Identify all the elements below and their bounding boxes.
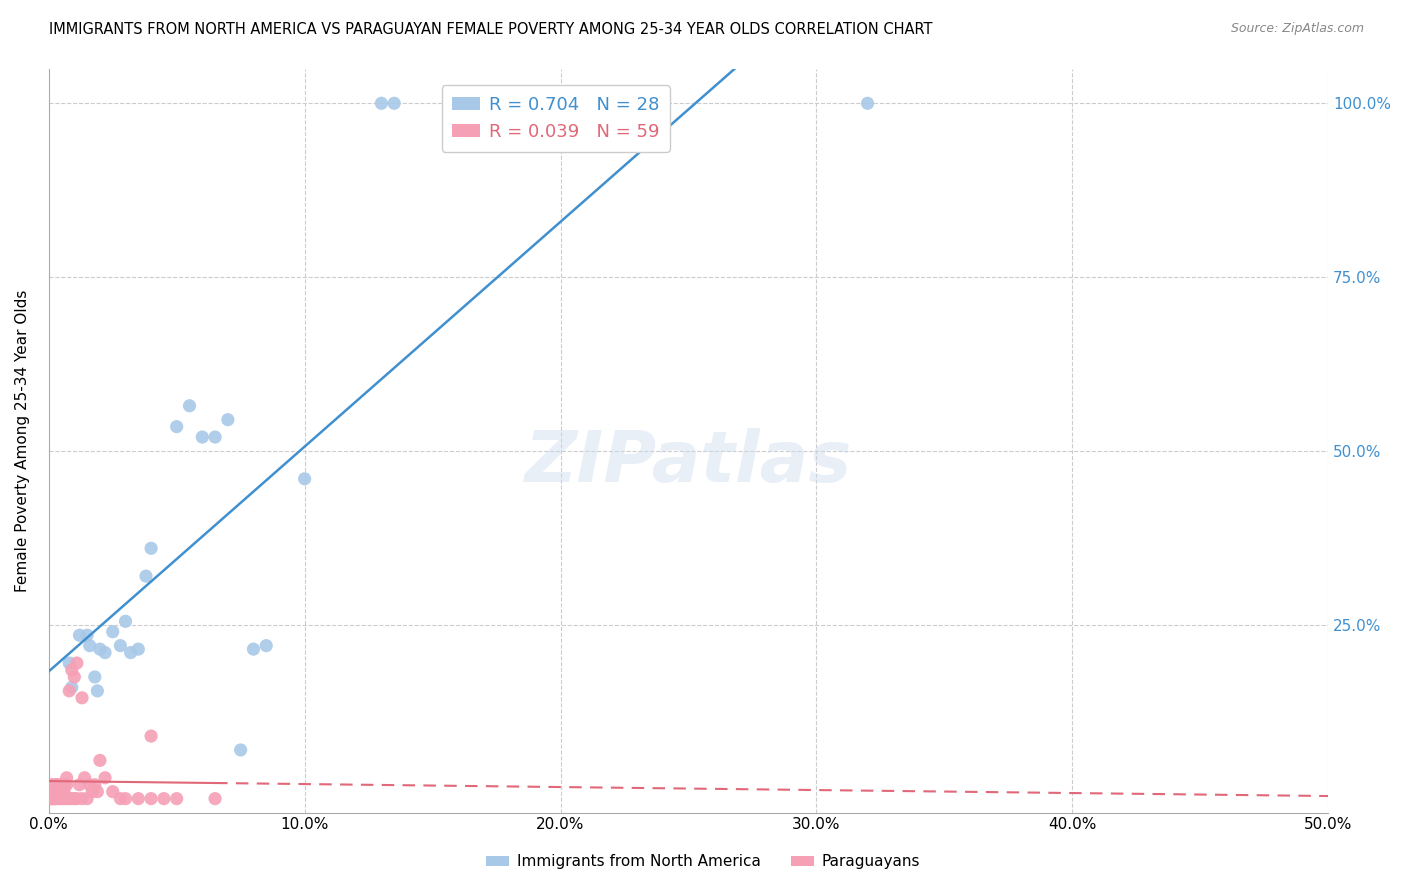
Point [58,656,80,670]
Point [79,778,101,792]
Point [242,642,264,657]
Point [63,670,86,684]
Text: IMMIGRANTS FROM NORTH AMERICA VS PARAGUAYAN FEMALE POVERTY AMONG 25-34 YEAR OLDS: IMMIGRANTS FROM NORTH AMERICA VS PARAGUA… [49,22,932,37]
Point [127,791,149,805]
Point [254,639,277,653]
Point [110,639,132,653]
Point [58,791,80,805]
Point [45,791,67,805]
Point [53,791,76,805]
Point [38,785,60,799]
Text: ZIPatlas: ZIPatlas [524,428,852,498]
Point [38,791,60,805]
Point [45,778,67,792]
Point [51,791,73,805]
Point [114,791,136,805]
Point [110,791,132,805]
Legend: Immigrants from North America, Paraguayans: Immigrants from North America, Paraguaya… [479,848,927,875]
Point [204,430,226,444]
Point [45,778,67,792]
Point [82,785,104,799]
Point [63,791,86,805]
Point [69,628,91,642]
Point [382,96,405,111]
Point [191,430,214,444]
Point [101,785,124,799]
Point [53,778,76,792]
Point [73,771,96,785]
Point [51,785,73,799]
Point [42,778,65,792]
Point [48,778,70,792]
Point [166,419,188,434]
Point [83,670,105,684]
Point [127,642,149,657]
Point [66,656,89,670]
Point [48,791,70,805]
Legend: R = 0.704   N = 28, R = 0.039   N = 59: R = 0.704 N = 28, R = 0.039 N = 59 [441,85,669,152]
Point [70,791,93,805]
Point [89,753,111,767]
Y-axis label: Female Poverty Among 25-34 Year Olds: Female Poverty Among 25-34 Year Olds [15,289,30,591]
Point [86,683,108,698]
Point [120,646,142,660]
Point [60,681,83,695]
Point [86,785,108,799]
Point [60,663,83,677]
Point [856,96,879,111]
Point [51,785,73,799]
Point [39,791,62,805]
Point [135,569,157,583]
Point [69,778,91,792]
Point [39,785,62,799]
Point [229,743,252,757]
Point [179,399,201,413]
Point [58,683,80,698]
Point [166,791,188,805]
Point [94,771,117,785]
Point [204,791,226,805]
Point [42,785,65,799]
Point [139,729,162,743]
Point [76,791,98,805]
Point [76,628,98,642]
Point [42,791,65,805]
Point [79,639,101,653]
Text: Source: ZipAtlas.com: Source: ZipAtlas.com [1230,22,1364,36]
Point [42,791,65,805]
Point [39,785,62,799]
Point [60,791,83,805]
Point [55,791,77,805]
Point [139,791,162,805]
Point [66,791,89,805]
Point [139,541,162,556]
Point [83,778,105,792]
Point [53,785,76,799]
Point [48,785,70,799]
Point [39,778,62,792]
Point [101,624,124,639]
Point [217,412,239,426]
Point [51,778,73,792]
Point [153,791,176,805]
Point [370,96,392,111]
Point [94,646,117,660]
Point [45,785,67,799]
Point [42,785,65,799]
Point [55,771,77,785]
Point [114,615,136,629]
Point [294,472,316,486]
Point [70,690,93,705]
Point [38,778,60,792]
Point [55,778,77,792]
Point [39,791,62,805]
Point [38,791,60,805]
Point [89,642,111,657]
